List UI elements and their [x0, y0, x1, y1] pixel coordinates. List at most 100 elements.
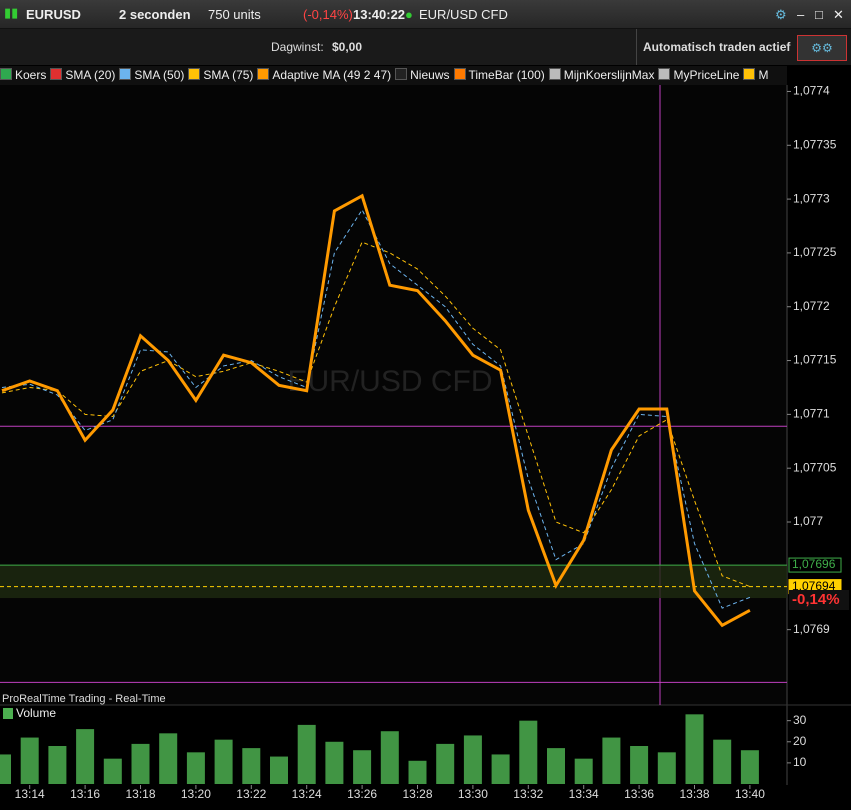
auto-trading-button[interactable]: ⚙⚙	[797, 35, 847, 61]
volume-title: Volume	[16, 706, 56, 720]
volume-bar	[76, 729, 95, 784]
volume-bar	[547, 748, 565, 784]
legend-item[interactable]: SMA (20)	[50, 66, 115, 82]
legend-label: SMA (75)	[203, 68, 254, 82]
y-tick-label: 20	[793, 734, 807, 748]
volume-bar	[103, 758, 122, 784]
legend-item[interactable]: Nieuws	[395, 66, 450, 82]
volume-bar	[491, 754, 510, 784]
toolbar: ▮▮ EURUSD 2 seconden 750 units (-0,14%) …	[0, 0, 851, 29]
interval[interactable]: 2 seconden	[119, 7, 191, 22]
settings[interactable]: ⚙	[775, 7, 787, 22]
legend-label: SMA (20)	[65, 68, 116, 82]
x-tick-label: 13:30	[458, 787, 488, 801]
volume-bar	[159, 733, 178, 784]
volume-bar	[353, 750, 372, 784]
y-tick-label: 10	[793, 755, 807, 769]
change-label: -0,14%	[792, 591, 840, 608]
legend-swatch	[119, 68, 132, 80]
legend-label: MyPriceLine	[673, 68, 740, 82]
legend-label: TimeBar (100)	[468, 68, 545, 82]
legend-item[interactable]: MijnKoerslijnMax	[548, 66, 654, 82]
instrument: EUR/USD CFD	[419, 7, 508, 22]
legend-swatch	[257, 68, 270, 80]
legend-swatch	[548, 68, 561, 80]
volume-bar	[20, 737, 39, 784]
x-tick-label: 13:18	[125, 787, 155, 801]
volume-bar	[436, 743, 455, 784]
legend-label: M	[758, 68, 769, 82]
chart-icon: ▮▮	[4, 5, 19, 20]
legend-swatch	[658, 68, 671, 80]
volume-bar	[630, 746, 649, 784]
volume-bar	[408, 760, 427, 784]
legend-swatch	[188, 68, 201, 80]
x-tick-label: 13:16	[70, 787, 100, 801]
legend-label: Adaptive MA (49 2 47)	[272, 68, 392, 82]
legend-item[interactable]: M	[743, 66, 768, 82]
y-tick-label: 1,07705	[793, 460, 837, 474]
volume-bar	[48, 746, 67, 784]
y-tick-label: 1,07735	[793, 137, 837, 151]
y-tick-label: 1,077	[793, 514, 823, 528]
legend-item[interactable]: TimeBar (100)	[453, 66, 545, 82]
minimize[interactable]: –	[797, 7, 805, 22]
volume-bar	[186, 752, 205, 784]
price-label-box	[788, 557, 842, 573]
volume-bar	[325, 741, 344, 784]
x-tick-label: 13:14	[15, 787, 45, 801]
legend-item[interactable]: MyPriceLine	[658, 66, 739, 82]
volume-bar	[602, 737, 621, 784]
x-tick-label: 13:24	[292, 787, 322, 801]
price-label: 1,07696	[792, 557, 836, 571]
x-tick-label: 13:32	[513, 787, 543, 801]
volume-bar	[463, 735, 482, 784]
legend-label: SMA (50)	[134, 68, 185, 82]
x-axis-panel	[0, 785, 851, 810]
y-tick-label: 1,0772	[793, 299, 830, 313]
legend-item[interactable]: Adaptive MA (49 2 47)	[257, 66, 391, 82]
footer: ProRealTime Trading - Real-Time	[2, 693, 166, 705]
volume-bar	[685, 714, 704, 784]
price-band	[0, 565, 787, 599]
legend-item[interactable]: Koers	[0, 66, 46, 82]
volume-bar	[740, 750, 759, 784]
watermark: EUR/USD CFD	[287, 365, 492, 398]
price-label-box	[788, 579, 842, 595]
x-tick-label: 13:28	[402, 787, 432, 801]
legend-swatch	[0, 68, 12, 80]
series-line	[1, 193, 751, 628]
y-axis-panel	[787, 85, 851, 810]
y-tick-label: 30	[793, 713, 807, 727]
legend-swatch	[395, 68, 408, 80]
series-line	[1, 241, 751, 588]
x-tick-label: 13:36	[624, 787, 654, 801]
legend-swatch	[453, 68, 466, 80]
symbol[interactable]: EURUSD	[26, 7, 81, 22]
legend-swatch	[50, 68, 63, 80]
volume-bar	[657, 752, 676, 784]
units[interactable]: 750 units	[208, 7, 261, 22]
legend-item[interactable]: SMA (75)	[188, 66, 253, 82]
volume-bar	[519, 720, 538, 784]
volume-bar	[380, 731, 399, 784]
volume-bar	[713, 739, 732, 784]
volume-bar	[242, 748, 261, 784]
legend-swatch	[743, 68, 756, 80]
volume-bar	[0, 754, 11, 784]
volume-bar	[131, 743, 150, 784]
y-tick-label: 1,0769	[793, 622, 830, 636]
close[interactable]: ✕	[833, 7, 844, 22]
legend-item[interactable]: SMA (50)	[119, 66, 184, 82]
y-tick-label: 1,0773	[793, 191, 830, 205]
x-tick-label: 13:38	[679, 787, 709, 801]
auto-trading: Automatisch traden actief	[643, 40, 791, 54]
time: 13:40:22	[353, 7, 406, 22]
y-tick-label: 1,07725	[793, 245, 837, 259]
change: (-0,14%)	[303, 7, 353, 22]
x-tick-label: 13:40	[735, 787, 765, 801]
change-box	[789, 590, 849, 610]
y-tick-label: 1,0771	[793, 407, 830, 421]
x-tick-label: 13:26	[347, 787, 377, 801]
maximize[interactable]: □	[815, 7, 823, 22]
